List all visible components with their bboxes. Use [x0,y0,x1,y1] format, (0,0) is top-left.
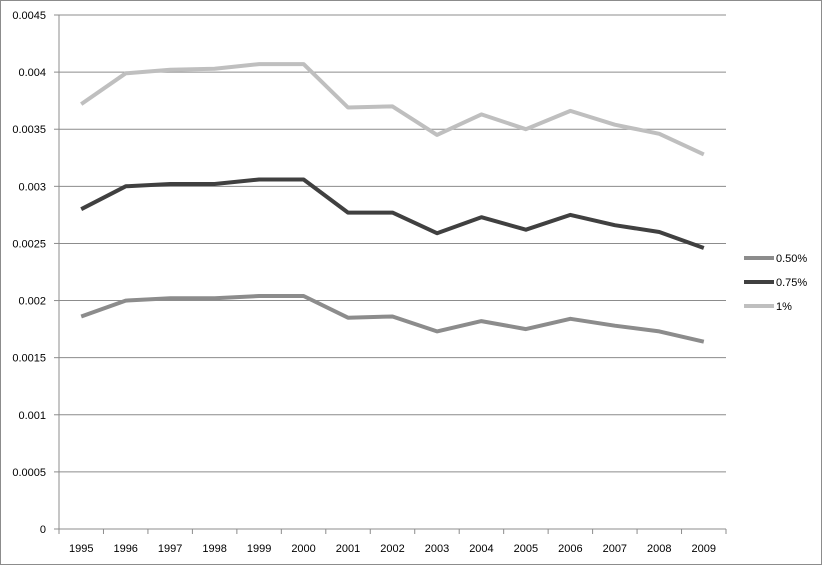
x-tick-label: 1996 [113,543,137,555]
y-tick-label: 0.0045 [12,10,46,22]
y-tick-label: 0.0005 [12,467,46,479]
x-tick-label: 2003 [425,543,449,555]
y-tick-label: 0.003 [18,181,46,193]
x-tick-label: 1999 [247,543,271,555]
series-line [80,62,705,157]
y-tick-label: 0.001 [18,410,46,422]
series-lines [80,62,705,344]
x-tick-label: 1998 [202,543,226,555]
x-tick-label: 2002 [380,543,404,555]
x-tick-label: 2008 [647,543,671,555]
y-tick-label: 0.0035 [12,124,46,136]
legend-label: 0.50% [776,253,807,265]
x-tick-label: 2009 [692,543,716,555]
legend-label: 0.75% [776,277,807,289]
y-tick-label: 0.004 [18,67,46,79]
y-tick-label: 0.0025 [12,238,46,250]
x-tick-label: 2001 [336,543,360,555]
x-tick-label: 2000 [291,543,315,555]
series-line [80,294,705,344]
y-tick-label: 0.0015 [12,353,46,365]
x-tick-label: 1997 [158,543,182,555]
y-tick-labels: 0 0.0005 0.001 0.0015 0.002 0.0025 0.003 0.0035… [12,10,46,536]
series-line [80,177,705,250]
x-tick-label: 2007 [603,543,627,555]
y-tick-label: 0 [40,524,46,536]
axes [58,15,727,534]
x-tick-label: 2006 [558,543,582,555]
legend-label: 1% [776,301,792,313]
x-tick-label: 2004 [469,543,493,555]
legend: 0.50% 0.75% 1% [744,253,807,313]
gridlines [54,14,726,530]
y-tick-label: 0.002 [18,296,46,308]
x-tick-labels: 1995 1996 1997 1998 1999 2000 2001 2002 2003 2004… [69,543,716,555]
x-tick-label: 2005 [514,543,538,555]
x-tick-label: 1995 [69,543,93,555]
